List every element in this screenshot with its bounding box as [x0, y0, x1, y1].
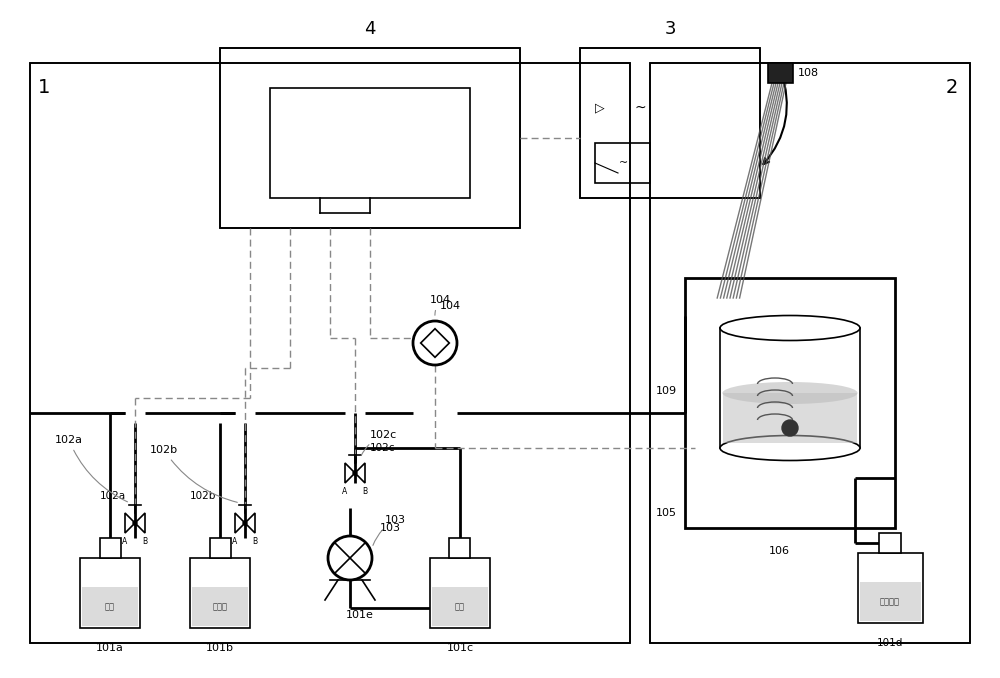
Bar	[723, 393, 857, 443]
Ellipse shape	[720, 435, 860, 460]
Text: 消试剂: 消试剂	[213, 603, 228, 612]
Polygon shape	[345, 463, 355, 483]
Text: ~: ~	[635, 101, 647, 115]
Text: ~: ~	[618, 158, 628, 168]
Text: 试剂: 试剂	[105, 603, 115, 612]
Text: 3: 3	[664, 20, 676, 38]
Text: 105: 105	[656, 508, 677, 518]
Bar	[650, 63, 970, 643]
Bar	[80, 558, 140, 628]
Bar	[650, 63, 970, 643]
Bar	[82, 587, 138, 626]
Circle shape	[413, 321, 457, 365]
Polygon shape	[245, 513, 255, 533]
Text: 101e: 101e	[346, 610, 374, 620]
Ellipse shape	[722, 382, 858, 404]
Bar	[580, 48, 760, 198]
Bar	[595, 143, 650, 183]
Bar	[270, 88, 470, 198]
Text: 101c: 101c	[446, 643, 474, 653]
Bar	[432, 587, 488, 626]
Bar	[220, 48, 520, 228]
Text: 102c: 102c	[370, 443, 396, 453]
Text: 104: 104	[430, 295, 451, 315]
Bar	[30, 63, 630, 643]
Text: 103: 103	[373, 515, 406, 545]
Circle shape	[328, 536, 372, 580]
Text: 104: 104	[440, 301, 461, 311]
Text: 109: 109	[656, 386, 677, 395]
Text: B: B	[142, 537, 148, 546]
Text: 102b: 102b	[190, 491, 216, 501]
Bar	[220, 48, 520, 228]
Bar	[190, 558, 250, 628]
Bar	[30, 63, 630, 643]
Text: 106: 106	[769, 546, 790, 556]
Text: 废液处理: 废液处理	[880, 597, 900, 606]
Text: 108: 108	[798, 68, 819, 78]
Text: 4: 4	[364, 20, 376, 38]
Text: A: A	[232, 537, 238, 546]
Text: 103: 103	[380, 523, 401, 533]
Bar	[192, 587, 248, 626]
Text: 1: 1	[38, 78, 50, 97]
Polygon shape	[135, 513, 145, 533]
Bar	[858, 553, 923, 623]
Text: ▷: ▷	[595, 102, 605, 115]
Text: 102c: 102c	[361, 430, 397, 456]
Bar	[449, 538, 470, 558]
Text: 102b: 102b	[150, 445, 237, 502]
Text: A: A	[342, 487, 348, 496]
Bar	[580, 48, 760, 198]
Text: 101a: 101a	[96, 643, 124, 653]
Text: 102a: 102a	[55, 435, 127, 502]
Bar	[210, 538, 231, 558]
Polygon shape	[235, 513, 245, 533]
Text: 101b: 101b	[206, 643, 234, 653]
Circle shape	[782, 420, 798, 436]
Ellipse shape	[720, 315, 860, 340]
Text: 标液: 标液	[455, 603, 465, 612]
Bar	[100, 538, 121, 558]
Text: 101d: 101d	[877, 638, 903, 648]
Text: B: B	[252, 537, 258, 546]
Circle shape	[353, 471, 357, 475]
Bar	[685, 278, 895, 528]
Bar	[860, 582, 920, 621]
Text: A: A	[122, 537, 128, 546]
Bar	[879, 533, 901, 553]
Bar	[430, 558, 490, 628]
Text: B: B	[362, 487, 368, 496]
Bar	[768, 63, 793, 83]
Polygon shape	[125, 513, 135, 533]
Text: 102a: 102a	[100, 491, 126, 501]
Circle shape	[243, 521, 247, 525]
Circle shape	[133, 521, 137, 525]
Polygon shape	[355, 463, 365, 483]
Text: 2: 2	[946, 78, 958, 97]
